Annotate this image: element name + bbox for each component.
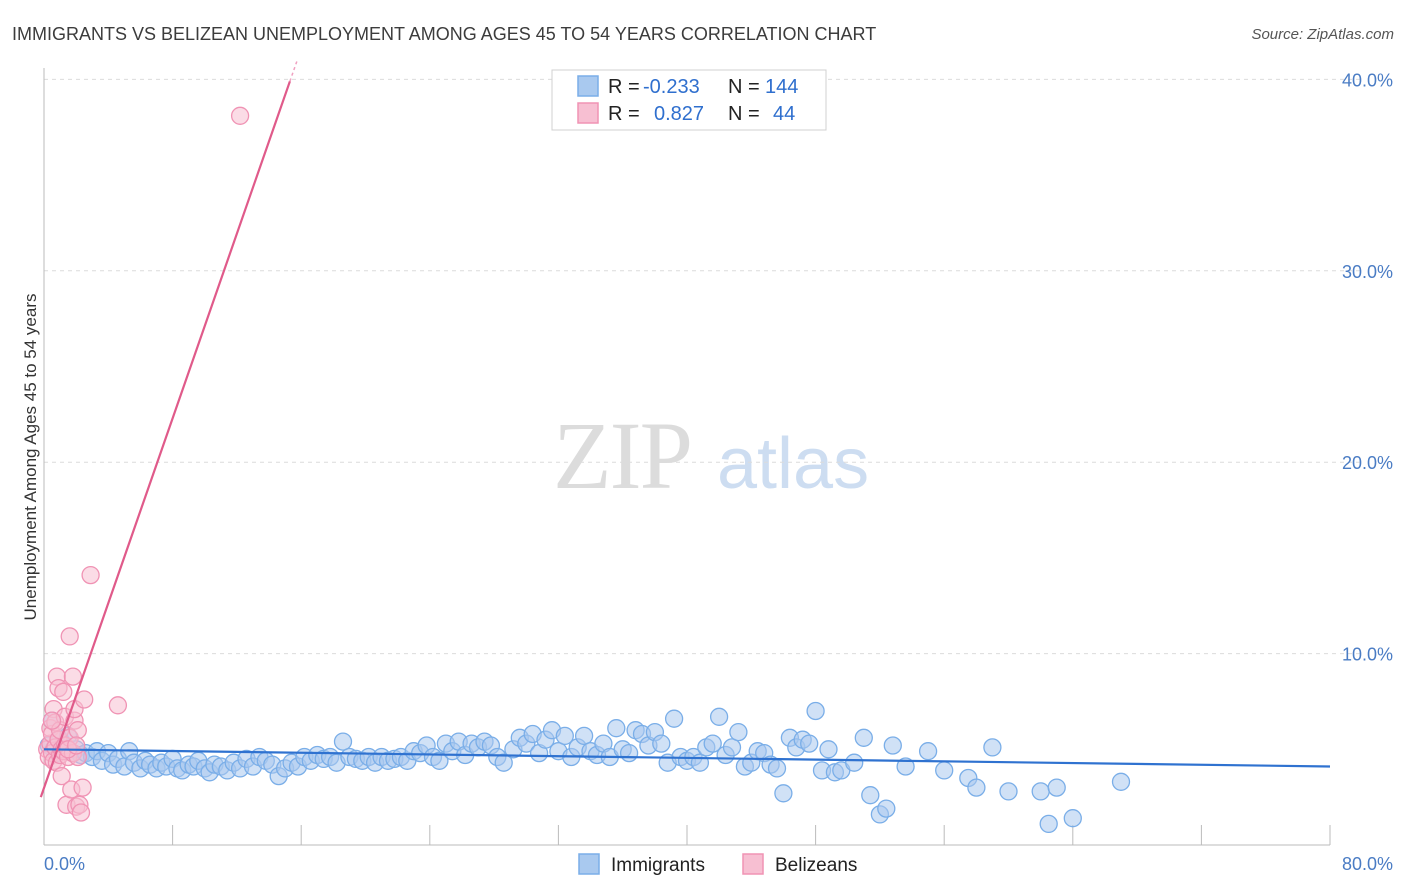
legend-r-value-belizeans: 0.827 xyxy=(654,103,704,125)
legend-r-value-immigrants: -0.233 xyxy=(643,76,700,98)
point-immigrants xyxy=(877,799,896,818)
point-immigrants xyxy=(607,719,626,738)
point-immigrants xyxy=(652,734,671,753)
point-immigrants xyxy=(1047,778,1066,797)
point-immigrants xyxy=(494,753,513,772)
legend-n-value-belizeans: 44 xyxy=(773,103,795,125)
x-tick-labels: 0.0% 80.0% xyxy=(44,854,1393,874)
point-belizeans xyxy=(67,736,86,755)
point-belizeans xyxy=(52,766,71,786)
point-immigrants xyxy=(967,778,986,797)
x-tick-label-max: 80.0% xyxy=(1342,854,1393,874)
point-belizeans xyxy=(73,778,92,797)
point-belizeans xyxy=(108,696,128,715)
point-immigrants xyxy=(703,734,722,753)
trend-line-immigrants xyxy=(43,748,1331,768)
x-tick-label-min: 0.0% xyxy=(44,854,85,874)
bottom-legend-immigrants: Immigrants xyxy=(611,855,705,876)
point-immigrants xyxy=(935,761,954,780)
y-tick-label-10: 10.0% xyxy=(1342,645,1393,665)
bottom-legend-belizeans: Belizeans xyxy=(775,855,857,876)
legend-n-label-immigrants: N = xyxy=(728,76,760,98)
point-immigrants xyxy=(1039,814,1058,834)
point-immigrants xyxy=(883,736,902,755)
point-immigrants xyxy=(430,751,449,770)
trend-lines xyxy=(39,59,1331,798)
y-axis-label: Unemployment Among Ages 45 to 54 years xyxy=(21,294,40,621)
point-immigrants xyxy=(1111,772,1131,791)
point-immigrants xyxy=(1063,809,1082,828)
legend-r-label-immigrants: R = xyxy=(608,76,640,98)
point-belizeans xyxy=(75,690,94,709)
stats-legend: R = -0.233 N = 144 R = 0.827 N = 44 xyxy=(551,69,827,131)
point-immigrants xyxy=(619,743,639,763)
point-immigrants xyxy=(806,701,825,721)
y-tick-label-20: 20.0% xyxy=(1342,453,1393,473)
trend-line-extension-belizeans xyxy=(289,59,299,82)
watermark: ZIP atlas xyxy=(553,402,869,509)
point-belizeans xyxy=(71,803,91,822)
y-tick-labels: 10.0% 20.0% 30.0% 40.0% xyxy=(1342,70,1393,664)
point-immigrants xyxy=(800,734,819,753)
point-immigrants xyxy=(845,753,864,772)
point-immigrants xyxy=(918,742,938,761)
point-immigrants xyxy=(729,722,748,742)
point-belizeans xyxy=(60,627,79,646)
point-immigrants xyxy=(999,782,1018,801)
point-immigrants xyxy=(555,726,574,746)
point-immigrants xyxy=(854,728,873,747)
y-tick-label-40: 40.0% xyxy=(1342,70,1393,90)
point-belizeans xyxy=(42,711,62,730)
point-immigrants xyxy=(574,726,594,746)
point-belizeans xyxy=(68,721,87,740)
point-belizeans xyxy=(81,565,100,585)
point-immigrants xyxy=(983,738,1002,757)
point-immigrants xyxy=(664,709,684,728)
legend-r-label-belizeans: R = xyxy=(608,103,640,125)
series-immigrants xyxy=(39,701,1131,834)
point-immigrants xyxy=(896,757,915,776)
point-immigrants xyxy=(774,784,793,803)
point-immigrants xyxy=(722,738,742,757)
gridlines xyxy=(44,78,1364,655)
point-immigrants xyxy=(709,707,729,726)
point-immigrants xyxy=(861,786,880,805)
legend-n-value-immigrants: 144 xyxy=(765,76,798,98)
legend-swatch-immigrants xyxy=(577,75,599,97)
watermark-atlas: atlas xyxy=(717,424,869,504)
point-immigrants xyxy=(1031,782,1050,801)
series-legend: Immigrants Belizeans xyxy=(578,853,857,876)
y-tick-label-30: 30.0% xyxy=(1342,262,1393,282)
point-immigrants xyxy=(819,740,838,759)
point-immigrants xyxy=(767,759,787,778)
bottom-legend-swatch-immigrants xyxy=(578,853,600,875)
point-belizeans xyxy=(63,667,83,686)
legend-n-label-belizeans: N = xyxy=(728,103,760,125)
point-belizeans xyxy=(230,106,250,125)
watermark-zip: ZIP xyxy=(553,402,691,509)
point-belizeans xyxy=(54,682,73,702)
point-immigrants xyxy=(690,753,710,772)
bottom-legend-swatch-belizeans xyxy=(742,853,764,875)
chart-source: Source: ZipAtlas.com xyxy=(1251,26,1394,43)
trend-line-belizeans xyxy=(39,80,291,798)
legend-swatch-belizeans xyxy=(577,102,599,124)
chart-title: IMMIGRANTS VS BELIZEAN UNEMPLOYMENT AMON… xyxy=(12,24,876,44)
point-immigrants xyxy=(333,732,353,751)
axes xyxy=(43,68,1331,846)
